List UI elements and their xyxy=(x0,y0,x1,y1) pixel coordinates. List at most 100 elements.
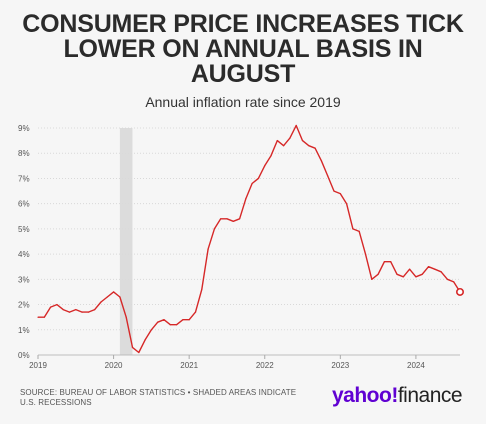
data-point xyxy=(333,190,335,192)
y-tick-label: 0% xyxy=(18,351,30,360)
data-point xyxy=(402,276,404,278)
y-tick-label: 9% xyxy=(18,124,30,133)
data-point xyxy=(87,311,89,313)
data-point xyxy=(364,253,367,255)
data-point xyxy=(131,346,134,349)
x-tick-label: 2022 xyxy=(256,361,274,370)
data-point xyxy=(320,160,323,162)
data-point xyxy=(100,301,102,303)
data-point xyxy=(301,140,304,142)
yahoo-finance-logo: yahoo!finance xyxy=(332,384,463,408)
source-line-1: SOURCE: BUREAU OF LABOR STATISTICS • SHA… xyxy=(20,388,297,397)
data-point xyxy=(37,316,39,318)
data-point xyxy=(232,220,234,222)
data-point xyxy=(314,147,316,149)
y-tick-label: 8% xyxy=(18,149,30,158)
data-point xyxy=(276,140,278,142)
data-point xyxy=(220,218,222,220)
data-point xyxy=(62,309,64,311)
y-tick-label: 4% xyxy=(18,250,30,259)
data-point xyxy=(106,296,108,298)
title-line-3: AUGUST xyxy=(190,60,296,88)
series-line-0 xyxy=(38,124,461,354)
x-tick-label: 2021 xyxy=(180,361,198,370)
chart-subtitle: Annual inflation rate since 2019 xyxy=(145,94,341,110)
logo-finance: finance xyxy=(397,384,463,407)
data-point xyxy=(440,271,442,273)
data-point xyxy=(427,266,430,268)
data-point xyxy=(377,273,379,275)
data-point xyxy=(390,261,392,263)
data-point xyxy=(352,228,354,230)
y-tick-label: 1% xyxy=(18,326,30,335)
data-point xyxy=(371,278,373,280)
data-point xyxy=(201,288,203,291)
data-point xyxy=(245,198,247,200)
data-point xyxy=(194,311,197,313)
data-point xyxy=(213,228,215,230)
source-note: SOURCE: BUREAU OF LABOR STATISTICS • SHA… xyxy=(20,388,320,408)
y-axis-ticks: 0% 1% 2% 3% 4% 5% 6% 7% 8% 9% xyxy=(18,124,30,360)
data-point xyxy=(75,309,77,311)
recession-shading-layer xyxy=(119,128,133,355)
points-layer xyxy=(37,124,464,354)
data-point xyxy=(81,311,83,313)
data-point xyxy=(453,281,455,283)
series-layer xyxy=(38,124,461,354)
y-tick-label: 5% xyxy=(18,225,30,234)
data-point xyxy=(138,351,140,354)
x-tick-label: 2020 xyxy=(105,361,123,370)
data-point xyxy=(226,218,228,220)
data-point xyxy=(264,165,266,167)
x-axis-ticks: 2019 2020 2021 2022 2023 2024 xyxy=(29,355,425,370)
data-point xyxy=(409,268,411,270)
y-tick-label: 7% xyxy=(18,174,30,183)
recession-band-0 xyxy=(119,128,133,355)
data-point xyxy=(251,182,253,185)
grid-layer xyxy=(38,127,460,356)
chart-title: CONSUMER PRICE INCREASES TICK LOWER ON A… xyxy=(0,12,486,87)
data-point xyxy=(415,276,417,278)
data-point xyxy=(339,192,341,195)
data-point xyxy=(169,324,171,326)
data-point xyxy=(68,311,71,313)
y-tick-label: 2% xyxy=(18,301,30,310)
data-point xyxy=(56,303,58,306)
data-point xyxy=(396,273,398,275)
data-point xyxy=(446,278,449,280)
title-line-2: LOWER ON ANNUAL BASIS IN xyxy=(63,35,423,63)
logo-yahoo: yahoo! xyxy=(332,384,398,407)
data-point xyxy=(270,155,272,157)
data-point xyxy=(144,339,146,341)
data-point xyxy=(289,137,291,139)
data-point xyxy=(175,324,178,326)
data-point xyxy=(49,306,52,308)
data-point xyxy=(434,268,436,270)
y-tick-label: 3% xyxy=(18,275,30,284)
data-point xyxy=(238,218,241,220)
y-tick-label: 6% xyxy=(18,200,30,209)
data-point xyxy=(119,296,121,298)
data-point xyxy=(94,309,96,311)
data-point xyxy=(346,203,348,205)
source-line-2: U.S. RECESSIONS xyxy=(20,398,92,407)
data-point xyxy=(125,316,127,318)
data-point xyxy=(283,145,285,147)
data-point xyxy=(188,319,190,321)
title-line-1: CONSUMER PRICE INCREASES TICK xyxy=(22,10,464,38)
data-point xyxy=(112,291,115,293)
data-point xyxy=(308,145,310,147)
data-point xyxy=(327,175,329,177)
data-point xyxy=(163,319,165,321)
data-point xyxy=(295,124,297,127)
data-point xyxy=(421,273,423,275)
data-point xyxy=(358,230,360,233)
x-tick-label: 2023 xyxy=(331,361,349,370)
data-point xyxy=(207,248,209,250)
x-tick-label: 2019 xyxy=(29,361,47,370)
last-point-marker xyxy=(455,287,464,296)
data-point xyxy=(157,321,159,323)
data-point xyxy=(43,316,45,318)
data-point xyxy=(150,329,152,331)
